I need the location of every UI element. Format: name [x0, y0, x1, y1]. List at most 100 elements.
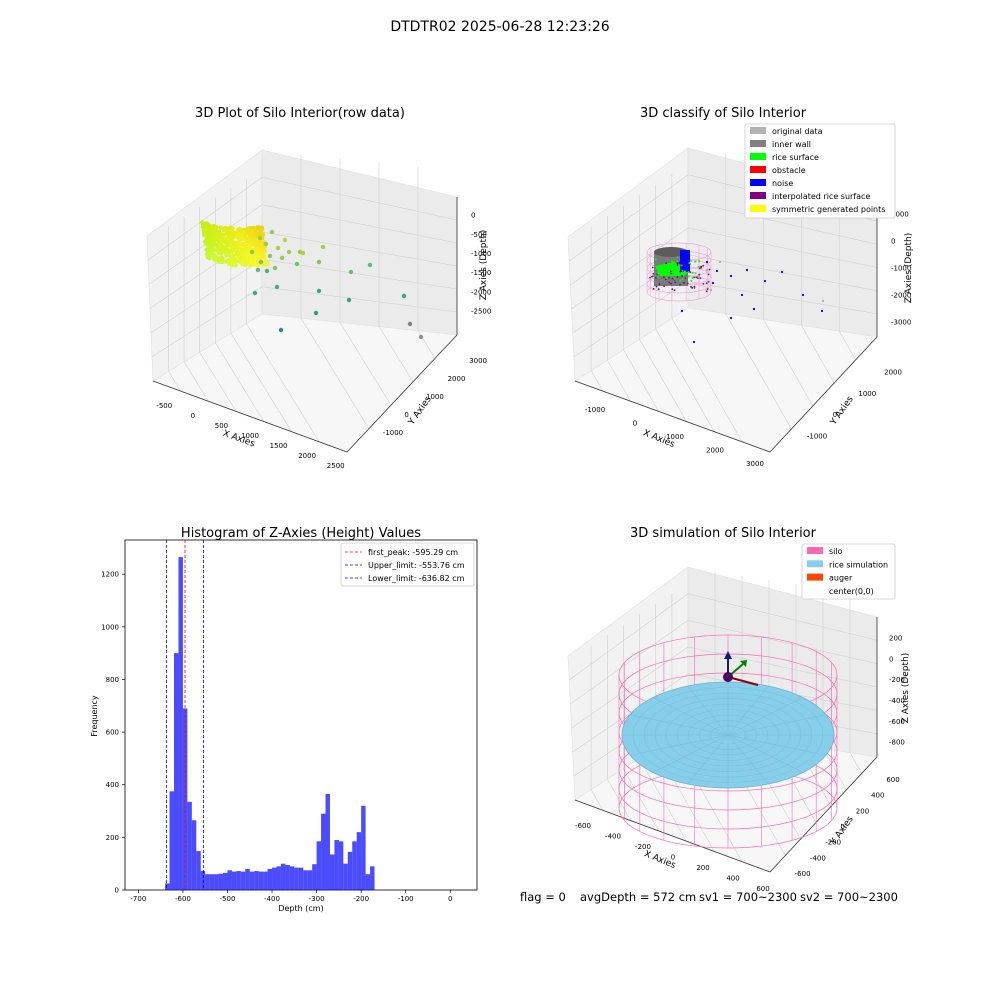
classify-y-tick-label: 1000: [858, 390, 876, 398]
rice-surface-point: [680, 264, 683, 267]
classify-z-tick-label: -1000: [891, 265, 911, 273]
raw-point: [227, 248, 232, 253]
simulation-z-ticks: 200 0 -200 -400 -600 -800: [889, 634, 905, 746]
simulation-y-tick-label: 0: [841, 823, 845, 831]
interpolated-point: [652, 272, 655, 275]
raw-point: [279, 255, 285, 261]
raw-point: [256, 251, 261, 256]
histogram-bar: [365, 874, 371, 890]
interpolated-point: [671, 288, 674, 291]
raw-point: [346, 297, 352, 303]
raw-point: [207, 256, 212, 261]
raw-point: [218, 247, 224, 252]
panel-classify: 3D classify of Silo Interior -1000 0 1000 2…: [567, 106, 914, 468]
classify-x-tick-label: -1000: [585, 406, 605, 414]
gridline-z: [571, 227, 878, 310]
raw-y-tick-label: -1000: [383, 429, 403, 437]
histogram-bar: [356, 832, 362, 890]
gridline-x: [606, 216, 631, 402]
noise-point: [763, 279, 767, 283]
raw-point: [274, 284, 280, 290]
histogram-x-ticks: -700 -600 -500 -400 -300 -200 -100 0: [130, 890, 453, 903]
x-axis-line: [152, 380, 348, 453]
classify-points: [646, 242, 825, 344]
interpolated-point: [665, 278, 667, 281]
gridline-x: [183, 216, 209, 402]
raw-point: [348, 269, 354, 275]
simulation-y-tick-label: 200: [856, 807, 869, 815]
interpolated-point: [670, 282, 673, 285]
raw-point: [245, 256, 250, 261]
raw-z-axis-label: Z Axies (Depth): [479, 230, 489, 301]
y-tick-label: 800: [106, 676, 119, 684]
raw-point: [240, 236, 245, 241]
classify-y-tick-label: 0: [833, 411, 837, 419]
raw-point: [230, 262, 235, 267]
rice-surface-point: [688, 262, 691, 265]
legend-label: symmetric generated points: [772, 205, 885, 214]
interpolated-point: [702, 283, 705, 285]
interpolated-point: [657, 288, 660, 291]
rice-surface-point: [683, 270, 686, 273]
histogram-bar: [325, 793, 330, 890]
simulation-y-tick-label: -400: [810, 854, 826, 862]
pane-back-right: [261, 149, 458, 336]
gridline-x: [606, 635, 631, 821]
simulation-x-tick-label: -400: [605, 833, 621, 841]
interpolated-point: [652, 288, 655, 290]
legend-label: original data: [772, 127, 823, 136]
noise-point: [801, 293, 805, 297]
interpolated-point: [658, 283, 661, 286]
x-axis-line: [574, 799, 771, 873]
interpolated-point: [691, 287, 693, 289]
histogram-bar: [352, 841, 357, 890]
x-tick-label: -400: [264, 895, 280, 903]
raw-point: [263, 241, 269, 247]
histogram-bar: [205, 874, 210, 890]
legend-swatch: [807, 560, 823, 568]
raw-point: [247, 232, 252, 237]
rice-surface-point: [657, 272, 660, 275]
rice-surface-point: [691, 271, 694, 274]
interpolated-point: [651, 266, 654, 269]
classify-x-tick-label: 0: [633, 419, 637, 427]
y-tick-label: 1000: [101, 623, 119, 631]
classify-z-tick-label: 0: [891, 238, 895, 246]
auger-y-head: [740, 660, 747, 667]
raw-point: [255, 267, 261, 273]
raw-axes-box: [146, 149, 458, 453]
rice-mesh-spoke: [687, 685, 729, 736]
simulation-x-tick-label: 600: [756, 885, 769, 893]
raw-point: [207, 252, 212, 257]
legend-label: first_peak: -595.29 cm: [368, 548, 458, 557]
rice-mesh-spoke: [727, 714, 826, 736]
interpolated-point: [686, 282, 689, 285]
legend-label: center(0,0): [829, 587, 874, 596]
raw-point: [244, 229, 250, 234]
histogram-reference-lines: [166, 540, 204, 890]
histogram-bar: [249, 871, 255, 890]
histogram-legend-frame: [340, 542, 475, 587]
gridline-x: [639, 195, 687, 422]
interpolated-point: [693, 276, 695, 279]
noise-point: [729, 316, 733, 320]
histogram-bar: [187, 801, 192, 890]
y-tick-label: 400: [106, 781, 119, 789]
legend-swatch: [750, 153, 766, 160]
interpolated-point: [683, 282, 685, 284]
simulation-legend: silo rice simulation auger center(0,0): [801, 543, 896, 600]
interpolated-point: [668, 276, 670, 279]
histogram-bar: [298, 867, 304, 890]
histogram-y-axis-label: Frequency: [90, 695, 99, 737]
y-tick-label: 1200: [101, 571, 119, 579]
raw-point: [275, 245, 281, 251]
raw-point: [229, 239, 234, 244]
histogram-bar: [361, 805, 366, 890]
rice-surface-point: [654, 258, 657, 261]
interpolated-point: [663, 285, 665, 287]
raw-y-tick-label: 1000: [426, 393, 444, 401]
rice-surface-point: [665, 277, 668, 279]
gridline-z: [571, 646, 878, 729]
x-tick-label: -500: [220, 895, 236, 903]
histogram-bar: [240, 871, 246, 890]
